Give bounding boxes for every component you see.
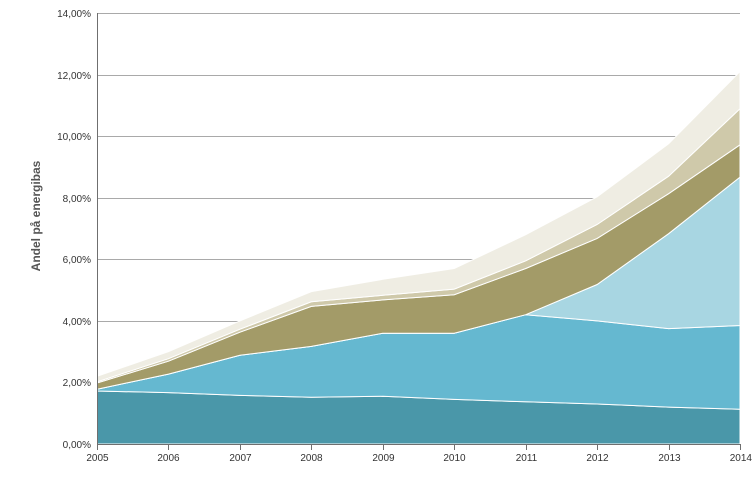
y-tick-label: 14,00% <box>57 9 91 20</box>
gridlines <box>97 13 740 383</box>
y-tick-labels: 0,00% 2,00% 4,00% 6,00% 8,00% 10,00% 12,00% 14,… <box>57 9 91 451</box>
y-tick-label: 4,00% <box>63 317 91 328</box>
y-tick-label: 8,00% <box>63 194 91 205</box>
x-tick-label: 2013 <box>658 453 681 464</box>
x-tick-label: 2010 <box>443 453 466 464</box>
x-tick-labels: 2005 2006 2007 2008 2009 2010 2011 2012 2013 2014 <box>86 453 752 464</box>
x-tick-label: 2005 <box>86 453 109 464</box>
x-tick-label: 2014 <box>730 453 753 464</box>
y-tick-label: 0,00% <box>63 440 91 451</box>
area-series-group <box>96 70 741 445</box>
y-axis-label: Andel på energibas <box>29 160 43 271</box>
axes <box>97 13 741 450</box>
x-tick-label: 2011 <box>516 453 538 464</box>
x-tick-label: 2012 <box>586 453 609 464</box>
x-tick-label: 2006 <box>157 453 180 464</box>
y-tick-label: 6,00% <box>63 255 91 266</box>
y-tick-label: 10,00% <box>57 132 91 143</box>
y-tick-label: 2,00% <box>63 378 91 389</box>
x-tick-label: 2008 <box>300 453 323 464</box>
x-tick-label: 2007 <box>229 453 252 464</box>
y-tick-label: 12,00% <box>57 71 91 82</box>
x-tick-label: 2009 <box>372 453 395 464</box>
area-series-6 <box>96 70 741 383</box>
